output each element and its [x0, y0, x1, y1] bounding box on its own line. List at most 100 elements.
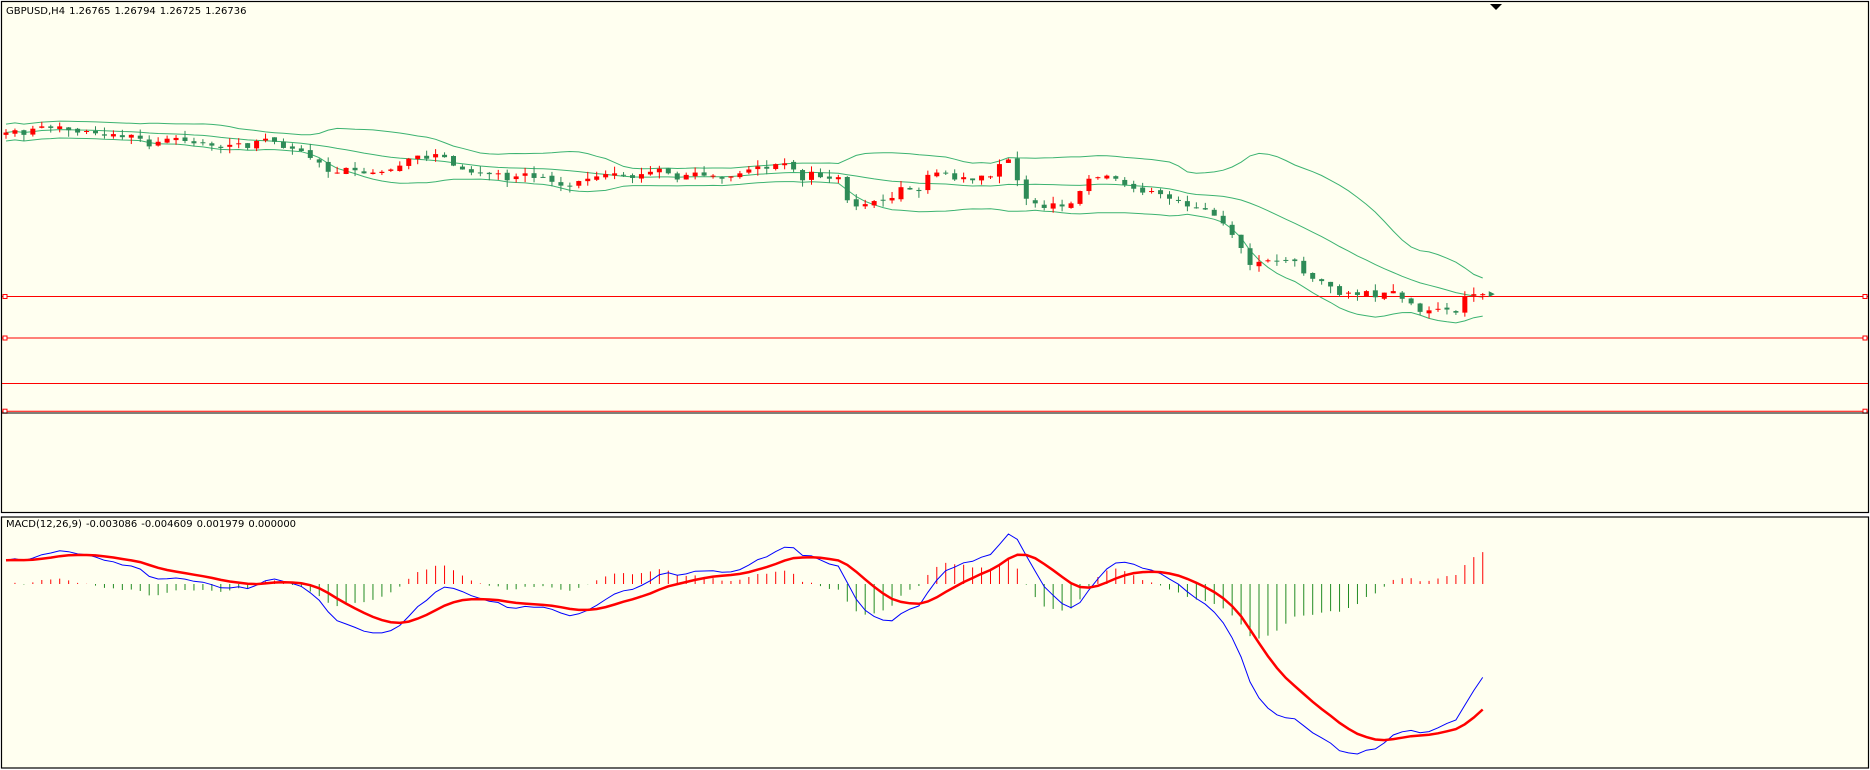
- candle-bear: [1131, 183, 1137, 189]
- open-value: 1.26765: [69, 6, 111, 17]
- price-info-label: GBPUSD,H4 1.26765 1.26794 1.26725 1.26736: [6, 6, 251, 18]
- candle-bear: [1408, 298, 1414, 304]
- candle-bull: [585, 178, 591, 182]
- candle-bull: [263, 138, 269, 141]
- candle-bear: [853, 199, 859, 207]
- candle-bear: [1372, 290, 1378, 298]
- candle-bull: [1390, 291, 1396, 294]
- bollinger-middle-band: [5, 129, 1483, 298]
- candle-bear: [66, 127, 72, 131]
- candle-bear: [289, 146, 295, 149]
- price-panel-frame: [0, 0, 1870, 514]
- candle-bear: [1283, 259, 1289, 261]
- candle-bear: [1113, 176, 1119, 179]
- candle-bear: [844, 176, 850, 201]
- candle-bull: [57, 126, 63, 129]
- macd-value: -0.003086: [85, 519, 138, 530]
- candle-bear: [1023, 179, 1029, 199]
- candle-bull: [1462, 296, 1468, 313]
- candle-bull: [1346, 292, 1351, 294]
- candle-bear: [1041, 204, 1047, 208]
- candle-bull: [173, 137, 179, 141]
- candle-bull: [39, 126, 45, 128]
- candle-bear: [119, 135, 125, 138]
- candle-bull: [379, 171, 385, 174]
- candle-bull: [576, 181, 582, 186]
- candle-bull: [683, 174, 689, 180]
- candle-bear: [272, 137, 277, 142]
- candle-bear: [200, 142, 206, 144]
- candle-bull: [638, 174, 644, 179]
- macd-info-label: MACD(12,26,9) -0.003086 -0.004609 0.001979 0…: [6, 519, 300, 531]
- candle-bear: [1453, 311, 1459, 313]
- candle-bear: [1417, 303, 1423, 312]
- candle-bull: [612, 173, 618, 176]
- candle-bear: [75, 128, 81, 133]
- level-handle-left[interactable]: [2, 335, 8, 341]
- candle-bear: [1211, 209, 1217, 216]
- candle-bear: [1193, 207, 1199, 209]
- candle-bull: [809, 171, 814, 180]
- candle-bull: [1086, 178, 1092, 192]
- level-handle-right[interactable]: [1862, 335, 1868, 341]
- candle-bull: [128, 134, 134, 138]
- candle-bear: [459, 166, 465, 170]
- macd-line: [5, 533, 1484, 755]
- candle-bull: [746, 169, 752, 173]
- candle-bear: [1399, 292, 1405, 299]
- candle-bear: [791, 161, 797, 170]
- candle-bull: [343, 167, 349, 174]
- candle-bear: [907, 187, 913, 190]
- candle-bull: [415, 155, 421, 159]
- candle-bear: [137, 135, 143, 139]
- candle-bull: [254, 141, 260, 149]
- close-value: 1.26736: [205, 6, 247, 17]
- macd-panel-frame: [0, 516, 1870, 769]
- candle-bear: [880, 199, 886, 201]
- candle-bear: [1167, 194, 1172, 199]
- candle-bull: [996, 164, 1002, 177]
- candle-bull: [755, 166, 761, 170]
- candle-bear: [325, 161, 331, 172]
- candle-bull: [1005, 159, 1011, 163]
- candle-bear: [1274, 260, 1280, 262]
- candle-bear: [486, 172, 492, 175]
- candle-bear: [764, 166, 770, 169]
- candle-bull: [12, 130, 18, 134]
- level-handle-left[interactable]: [2, 294, 8, 299]
- candle-bear: [665, 168, 671, 174]
- candle-bull: [1256, 261, 1262, 267]
- candle-bear: [361, 171, 367, 174]
- signal-value: -0.004609: [141, 519, 193, 530]
- candle-bear: [1229, 224, 1235, 235]
- candle-bull: [388, 169, 394, 171]
- candle-bear: [970, 178, 976, 181]
- level-handle-right[interactable]: [1862, 294, 1868, 299]
- candle-bear: [719, 177, 725, 179]
- candle-bear: [280, 141, 286, 148]
- candle-bear: [1301, 260, 1307, 274]
- candle-bull: [871, 201, 877, 206]
- candle-bear: [101, 134, 107, 136]
- candle-bull: [3, 132, 9, 135]
- candle-bull: [236, 143, 242, 145]
- candle-bull: [406, 158, 412, 166]
- candle-bear: [442, 154, 448, 158]
- candle-bear: [943, 172, 949, 174]
- candle-bear: [1122, 179, 1128, 185]
- candle-bear: [48, 126, 54, 128]
- candle-bull: [495, 173, 501, 175]
- candle-bull: [710, 175, 716, 177]
- candle-bull: [1480, 294, 1486, 296]
- candle-bull: [961, 177, 967, 180]
- candle-bear: [1202, 208, 1208, 210]
- candle-bull: [898, 187, 904, 200]
- candle-bull: [1426, 310, 1432, 314]
- candle-bear: [468, 169, 474, 173]
- candle-bull: [164, 138, 170, 143]
- candle-bear: [1337, 286, 1343, 295]
- bollinger-lower-band: [5, 137, 1483, 324]
- zero-value: 0.000000: [248, 519, 297, 530]
